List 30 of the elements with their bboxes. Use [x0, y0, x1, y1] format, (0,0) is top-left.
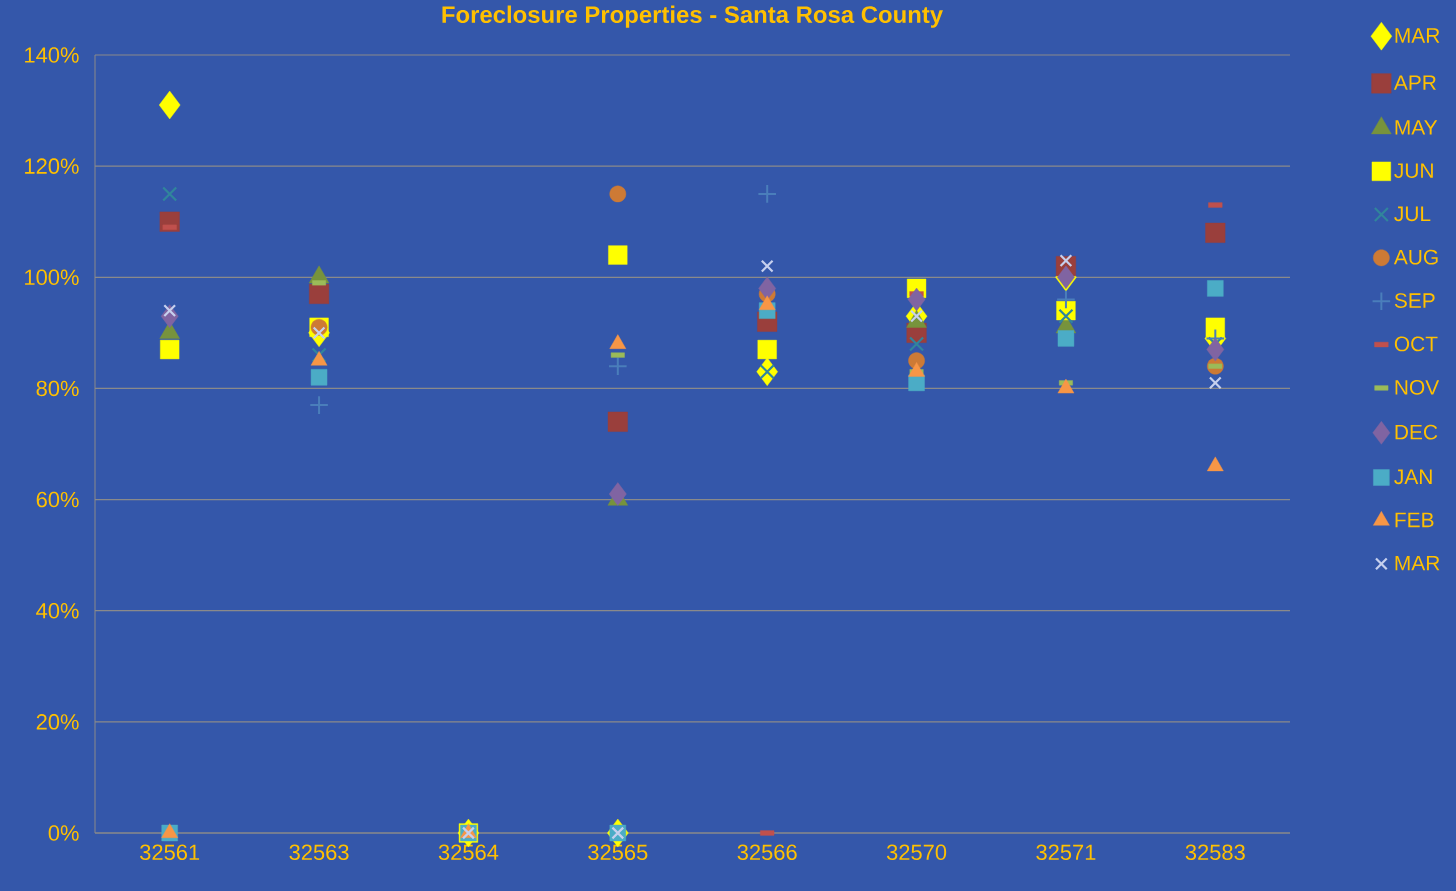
y-tick-label: 80%: [36, 380, 79, 397]
legend-label: APR: [1393, 75, 1436, 90]
x-tick-label: 32570: [886, 844, 947, 861]
x-tick-label: 32564: [438, 844, 499, 861]
legend-label: SEP: [1394, 293, 1435, 308]
legend-label: MAR: [1395, 28, 1440, 43]
legend-label: JUL: [1394, 206, 1431, 222]
legend-label: DEC: [1395, 424, 1438, 440]
legend-label: MAY: [1395, 120, 1438, 135]
legend-label: OCT: [1394, 336, 1438, 352]
x-tick-label: 32563: [289, 844, 349, 861]
y-tick-label: 100%: [25, 269, 79, 286]
y-tick-label: 20%: [36, 714, 79, 730]
x-tick-label: 32565: [588, 844, 648, 861]
y-tick-label: 120%: [25, 158, 79, 174]
legend-label: NOV: [1395, 379, 1440, 395]
legend-label: JUN: [1394, 163, 1433, 178]
chart-title: Foreclosure Properties - Santa Rosa County: [442, 5, 943, 28]
legend-label: MAR: [1395, 555, 1440, 571]
y-tick-label: 0%: [48, 825, 79, 841]
y-tick-label: 60%: [36, 491, 79, 508]
legend-label: AUG: [1393, 249, 1438, 265]
x-tick-label: 32561: [140, 844, 200, 861]
x-tick-label: 32566: [737, 844, 797, 861]
x-tick-label: 32583: [1185, 844, 1245, 861]
x-tick-label: 32571: [1036, 844, 1096, 861]
y-tick-label: 40%: [36, 602, 79, 619]
legend-label: FEB: [1395, 512, 1434, 528]
y-tick-label: 140%: [25, 47, 79, 63]
legend-label: JAN: [1394, 469, 1432, 485]
